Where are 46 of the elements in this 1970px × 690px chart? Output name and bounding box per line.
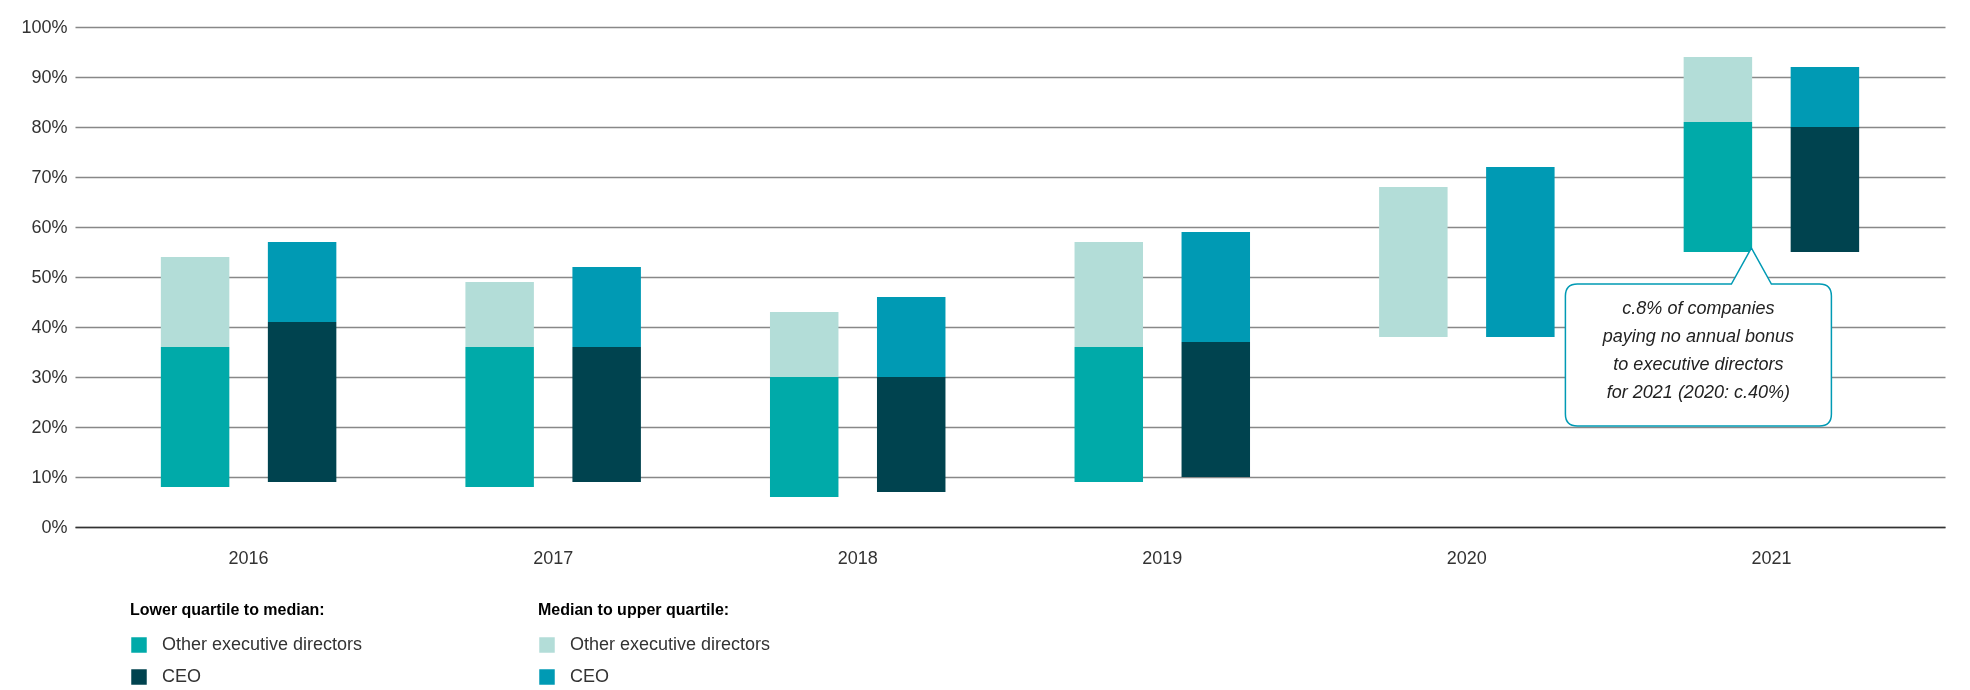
bar bbox=[267, 322, 337, 482]
bar bbox=[876, 297, 946, 377]
bar bbox=[1683, 57, 1753, 122]
x-tick-label: 2018 bbox=[837, 547, 878, 568]
legend-label: Other executive directors bbox=[162, 634, 363, 654]
bar bbox=[769, 312, 839, 377]
y-tick-label: 50% bbox=[31, 266, 68, 287]
x-tick-label: 2019 bbox=[1142, 547, 1183, 568]
y-tick-label: 10% bbox=[31, 466, 68, 487]
bar bbox=[1074, 347, 1144, 482]
bar bbox=[572, 267, 641, 347]
annotation: c.8% of companies paying no annual bonus to executive directors for 2021 (2020: c.40%) bbox=[1601, 298, 1794, 402]
bar bbox=[1683, 122, 1753, 252]
bar bbox=[267, 242, 337, 322]
bar bbox=[1181, 342, 1251, 477]
y-tick-label: 40% bbox=[31, 316, 68, 337]
bar bbox=[160, 257, 230, 347]
bar bbox=[1074, 242, 1144, 347]
y-tick-label: 20% bbox=[31, 416, 68, 437]
bar bbox=[160, 347, 230, 487]
bar bbox=[465, 282, 534, 347]
bar bbox=[572, 347, 641, 482]
y-tick-label: 80% bbox=[31, 116, 68, 137]
legend-label: Other executive directors bbox=[570, 634, 771, 654]
x-tick-label: 2016 bbox=[228, 547, 269, 568]
y-tick-label: 30% bbox=[31, 366, 68, 387]
y-tick-label: 60% bbox=[31, 216, 68, 237]
y-tick-label: 100% bbox=[21, 16, 68, 37]
bar bbox=[465, 347, 534, 487]
legend-label: CEO bbox=[570, 666, 610, 686]
y-tick-label: 70% bbox=[31, 166, 68, 187]
x-tick-label: 2017 bbox=[533, 547, 574, 568]
bar bbox=[1486, 167, 1555, 337]
bar bbox=[1790, 127, 1860, 252]
text: Median to upper quartile: bbox=[538, 601, 730, 618]
y-tick-label: 0% bbox=[41, 516, 68, 537]
x-tick-label: 2020 bbox=[1446, 547, 1487, 568]
text: Lower quartile to median: bbox=[130, 601, 325, 618]
bar bbox=[1181, 232, 1251, 342]
x-tick-label: 2021 bbox=[1751, 547, 1792, 568]
legend-label: CEO bbox=[162, 666, 202, 686]
y-tick-label: 90% bbox=[31, 66, 68, 87]
bar bbox=[769, 377, 839, 497]
bar bbox=[1379, 187, 1448, 337]
bar bbox=[1790, 67, 1860, 127]
bar bbox=[876, 377, 946, 492]
